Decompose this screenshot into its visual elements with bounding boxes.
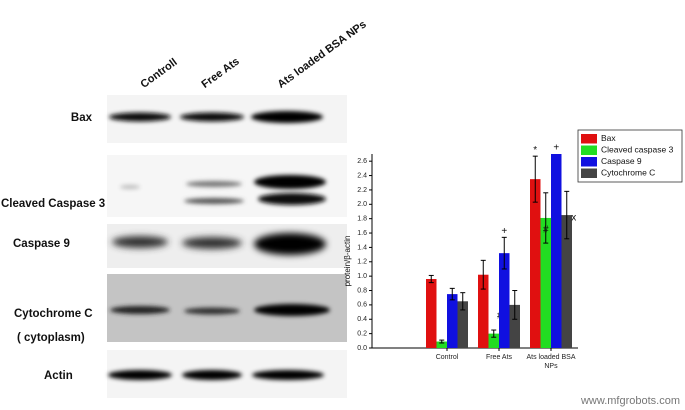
y-tick-label: 1.2 <box>357 259 367 266</box>
bar <box>540 217 551 348</box>
bar <box>426 279 437 348</box>
bar <box>530 179 541 348</box>
legend-swatch <box>581 134 597 144</box>
error-bar <box>439 339 445 344</box>
significance-mark: + <box>501 226 507 237</box>
error-bar <box>428 274 434 284</box>
row-label: Bax <box>71 112 93 124</box>
legend-label: Cleaved caspase 3 <box>601 145 674 155</box>
y-tick-label: 1.4 <box>357 244 367 251</box>
bar <box>561 215 572 348</box>
bar <box>447 294 458 348</box>
row-label: Cytochrome C <box>14 308 93 320</box>
error-bar <box>480 259 486 290</box>
row-note: ( cytoplasm) <box>17 332 85 344</box>
legend-swatch <box>581 157 597 167</box>
x-tick-label: Control <box>435 354 459 361</box>
y-tick-label: 0.0 <box>357 345 367 352</box>
error-bar <box>460 292 466 311</box>
y-tick-label: 1.0 <box>357 273 367 280</box>
legend-swatch <box>581 168 597 178</box>
y-tick-label: 2.4 <box>357 172 367 179</box>
legend-label: Cytochrome C <box>601 168 655 178</box>
blot-panel <box>107 350 347 398</box>
x-tick-label-box: Ats loaded BSA NPs <box>526 354 576 370</box>
row-label: Caspase 9 <box>13 238 70 250</box>
y-tick-label: 2.2 <box>357 187 367 194</box>
error-bar <box>491 329 497 338</box>
y-tick-label: 0.8 <box>357 287 367 294</box>
bar <box>436 341 447 348</box>
row-label: Cleaved Caspase 3 <box>1 198 105 210</box>
error-bar <box>512 290 518 320</box>
y-tick-label: 1.6 <box>357 230 367 237</box>
significance-mark: * <box>533 145 537 156</box>
error-bar <box>532 155 538 203</box>
x-tick-label: Free Ats <box>485 354 513 361</box>
watermark: www.mfgrobots.com <box>580 395 680 407</box>
x-tick-label-box: Control <box>435 354 459 361</box>
error-bar <box>449 287 455 301</box>
bar <box>551 154 562 348</box>
bar <box>488 333 499 348</box>
y-tick-label: 1.8 <box>357 216 367 223</box>
significance-mark: x <box>571 213 576 224</box>
legend-swatch <box>581 145 597 155</box>
y-tick-label: 2.6 <box>357 158 367 165</box>
bar <box>509 304 520 348</box>
error-bar <box>543 192 549 244</box>
y-tick-label: 0.4 <box>357 316 367 323</box>
significance-mark: + <box>553 143 559 154</box>
bar <box>499 253 510 348</box>
y-tick-label: 2.0 <box>357 201 367 208</box>
row-label: Actin <box>44 370 73 382</box>
y-tick-label: 0.6 <box>357 302 367 309</box>
y-axis-label: protein/β-actin <box>343 236 352 287</box>
blot-panel <box>107 155 347 217</box>
error-bar <box>564 190 570 240</box>
legend-label: Bax <box>601 133 616 143</box>
blot-panel <box>107 95 347 143</box>
legend-label: Caspase 9 <box>601 156 642 166</box>
error-bar <box>501 236 507 270</box>
x-tick-label: Ats loaded BSA NPs <box>526 354 576 370</box>
significance-mark: # <box>543 225 549 236</box>
x-tick-label-box: Free Ats <box>485 354 513 361</box>
bar <box>457 301 468 348</box>
bar <box>478 274 489 348</box>
blot-panel <box>107 224 347 268</box>
blot-panel <box>107 274 347 342</box>
y-tick-label: 0.2 <box>357 330 367 337</box>
